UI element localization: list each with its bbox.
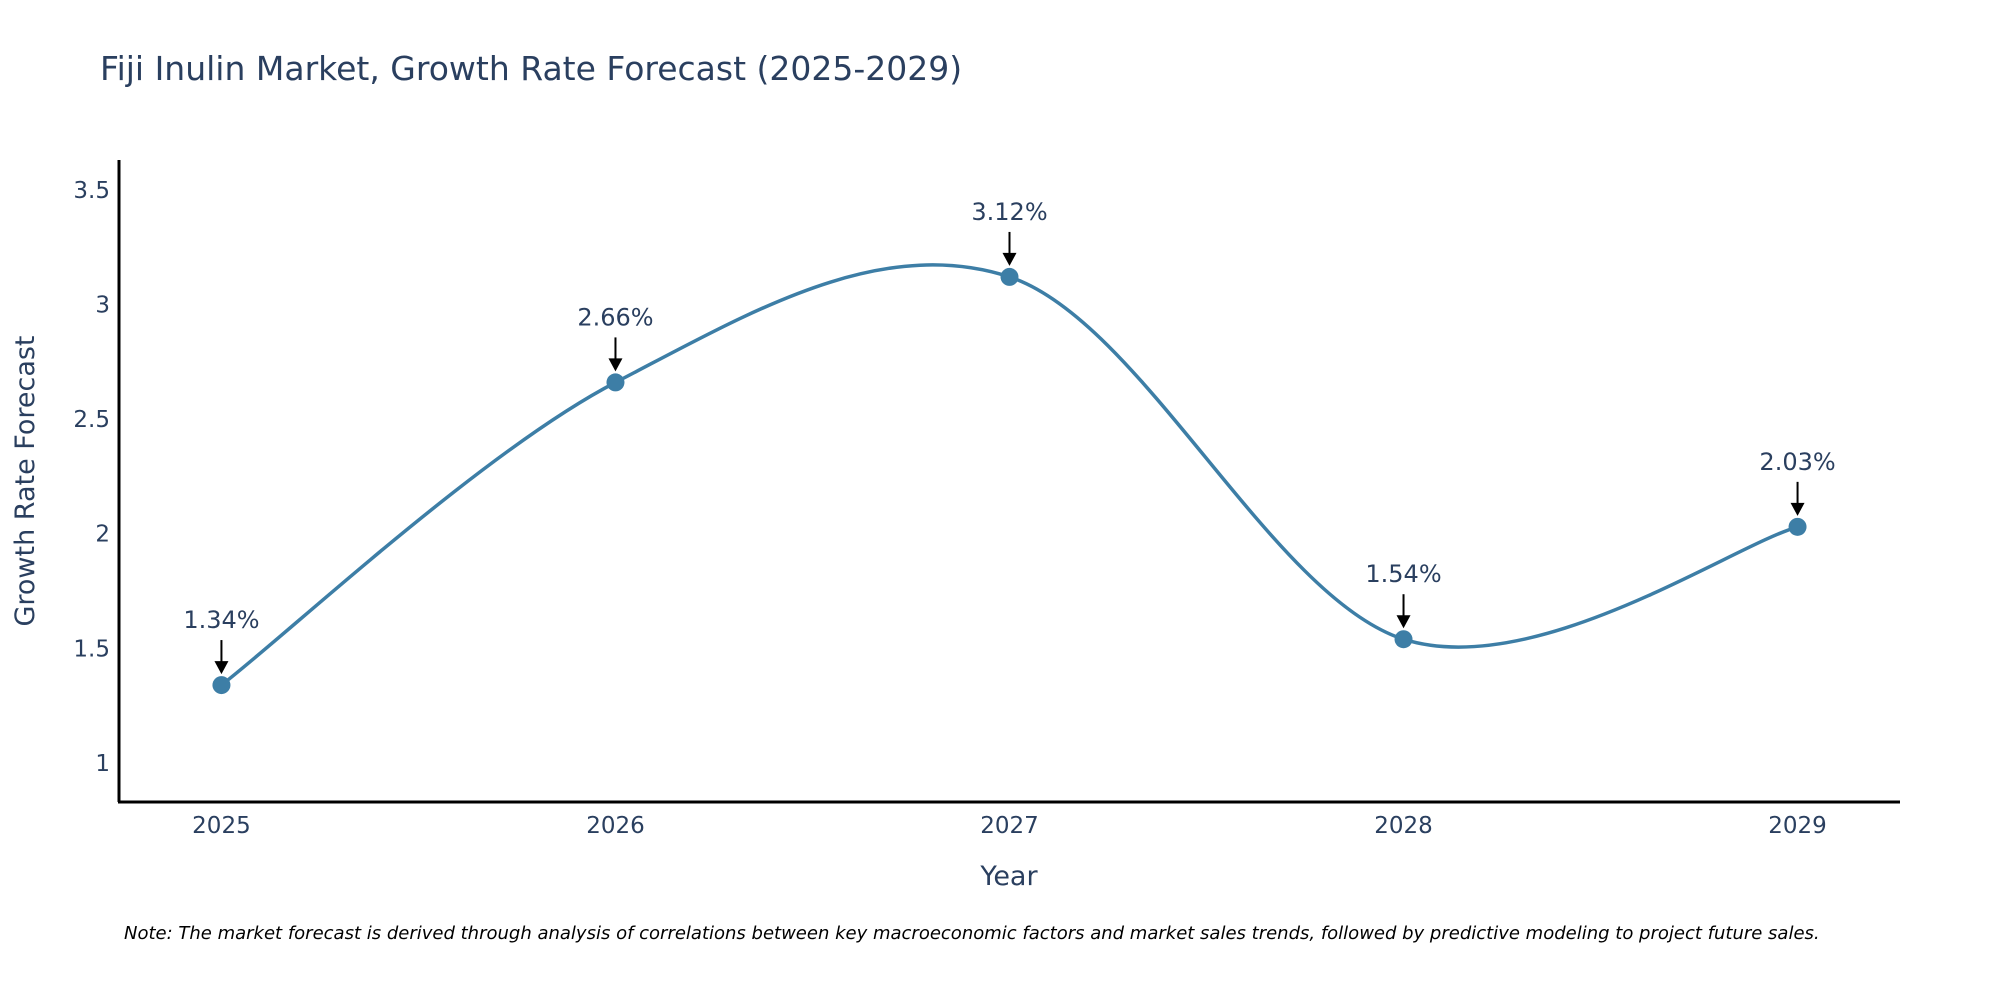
data-label: 2.03%: [1759, 448, 1835, 476]
x-tick-label: 2029: [1768, 813, 1827, 839]
plot-area: 1.34% 2.66% 3.12% 1.54% 2.03%: [183, 198, 1836, 695]
x-tick-label: 2027: [980, 813, 1039, 839]
x-axis-title: Year: [979, 861, 1038, 892]
x-tick-label: 2026: [586, 813, 645, 839]
y-tick-label: 2: [95, 522, 110, 548]
chart-title: Fiji Inulin Market, Growth Rate Forecast…: [100, 49, 962, 88]
data-label: 1.54%: [1365, 560, 1441, 588]
series-line: [220, 263, 1799, 687]
y-tick-label: 2.5: [73, 407, 110, 433]
footnote: Note: The market forecast is derived thr…: [124, 923, 1820, 944]
data-point: [1394, 630, 1413, 649]
x-tick-label: 2025: [192, 813, 251, 839]
y-axis-title: Growth Rate Forecast: [10, 335, 41, 626]
annotation-arrow-head: [1002, 252, 1017, 266]
data-point: [1788, 517, 1807, 536]
annotation-arrow-head: [608, 358, 623, 372]
data-point: [1000, 267, 1019, 286]
x-tick-label: 2028: [1374, 813, 1433, 839]
data-point: [606, 373, 625, 392]
annotation-arrow-head: [1396, 615, 1411, 629]
y-tick-label: 1: [95, 751, 110, 777]
data-label: 3.12%: [971, 198, 1047, 226]
y-tick-label: 3: [95, 292, 110, 318]
data-label: 2.66%: [577, 303, 653, 331]
x-axis-ticks: 2025 2026 2027 2028 2029: [192, 813, 1827, 839]
annotation-arrow-head: [1790, 502, 1805, 516]
y-axis-ticks: 1 1.5 2 2.5 3 3.5: [73, 178, 110, 777]
y-tick-label: 1.5: [73, 636, 110, 662]
data-label: 1.34%: [183, 606, 259, 634]
y-tick-label: 3.5: [73, 178, 110, 204]
annotation-arrow-head: [214, 661, 229, 675]
data-point: [212, 676, 231, 695]
